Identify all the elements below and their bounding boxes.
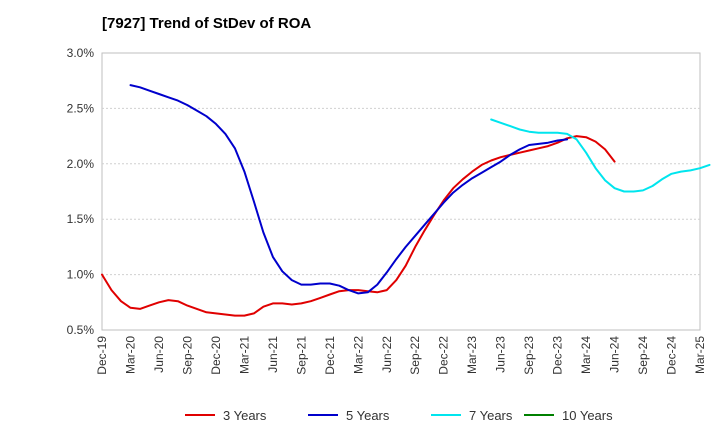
x-tick-label: Jun-22 (380, 336, 394, 373)
legend-label: 3 Years (223, 408, 267, 423)
x-tick-label: Mar-25 (693, 336, 707, 374)
series-line (101, 135, 616, 317)
x-tick-label: Sep-21 (294, 336, 308, 375)
x-tick-label: Sep-20 (180, 336, 194, 375)
x-tick-label: Mar-23 (465, 336, 479, 374)
y-tick-label: 2.0% (67, 157, 95, 171)
x-tick-label: Sep-22 (408, 336, 422, 375)
legend-label: 5 Years (346, 408, 390, 423)
y-tick-label: 2.5% (67, 101, 95, 115)
x-tick-label: Dec-21 (323, 336, 337, 375)
x-tick-label: Jun-21 (266, 336, 280, 373)
x-tick-label: Dec-22 (437, 336, 451, 375)
x-tick-label: Mar-21 (237, 336, 251, 374)
x-tick-label: Mar-22 (351, 336, 365, 374)
legend-label: 10 Years (562, 408, 613, 423)
series-line (490, 118, 711, 193)
x-tick-label: Dec-23 (551, 336, 565, 375)
legend: 3 Years 5 Years 7 Years 10 Years (185, 408, 613, 423)
x-tick-label: Dec-20 (209, 336, 223, 375)
plot-area (101, 52, 701, 331)
y-tick-label: 1.5% (67, 212, 95, 226)
chart-title: [7927] Trend of StDev of ROA (102, 15, 311, 32)
y-tick-label: 0.5% (67, 323, 95, 337)
y-tick-label: 1.0% (67, 268, 95, 282)
x-tick-label: Jun-23 (494, 336, 508, 373)
x-tick-label: Mar-24 (579, 336, 593, 374)
x-tick-label: Dec-19 (95, 336, 109, 375)
y-axis-tick-labels: 0.5% 1.0% 1.5% 2.0% 2.5% 3.0% (67, 46, 95, 337)
x-tick-label: Mar-20 (123, 336, 137, 374)
x-tick-label: Jun-24 (608, 336, 622, 373)
x-tick-label: Sep-24 (636, 336, 650, 375)
series-line (129, 84, 569, 295)
x-tick-label: Sep-23 (522, 336, 536, 375)
x-tick-label: Jun-20 (152, 336, 166, 373)
series-lines (101, 84, 711, 317)
x-axis-tick-labels: Dec-19 Mar-20 Jun-20 Sep-20 Dec-20 Mar-21 Jun-… (95, 336, 707, 375)
x-tick-label: Dec-24 (665, 336, 679, 375)
y-tick-label: 3.0% (67, 46, 95, 60)
legend-label: 7 Years (469, 408, 513, 423)
